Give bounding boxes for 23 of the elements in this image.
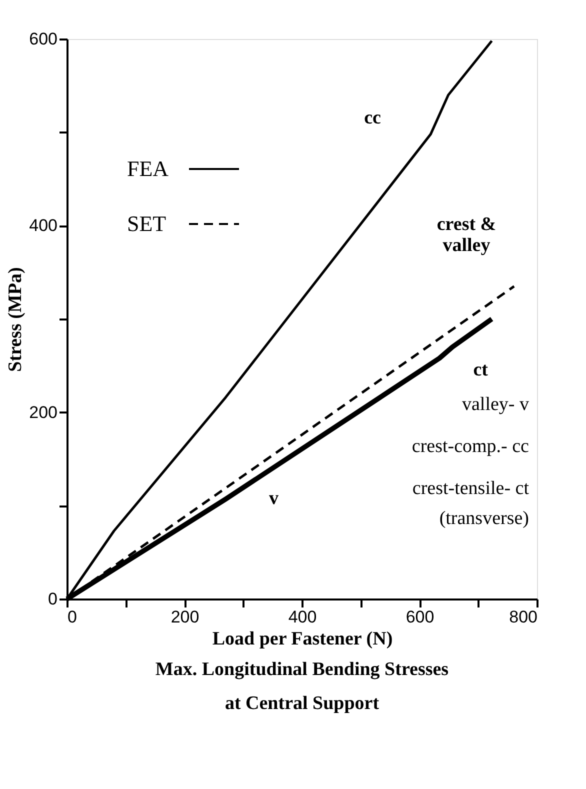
text: at Central Support [224, 693, 380, 714]
annotation: (transverse) [439, 508, 529, 529]
annotation: valley- v [462, 394, 530, 415]
x-axis-title: Load per Fastener (N) [212, 628, 393, 650]
x-tick-label: 600 [406, 608, 434, 626]
y-tick-label: 200 [29, 402, 58, 422]
annotation: ct [473, 359, 489, 380]
annotation: v [269, 488, 280, 510]
x-tick-label: 200 [170, 608, 200, 626]
annotation: crest & valley [436, 214, 496, 256]
annotation: crest-comp.- cc [412, 436, 529, 457]
x-tick-label: 0 [68, 608, 77, 626]
y-tick-label: 600 [29, 30, 58, 48]
text: Max. Longitudinal Bending Stresses [155, 659, 449, 680]
x-tick-label: 400 [288, 608, 317, 626]
annotation: cc [364, 107, 381, 128]
y-tick-label: 0 [48, 590, 58, 608]
y-tick-label: 400 [29, 216, 58, 236]
annotation: crest-tensile- ct [412, 478, 530, 499]
x-tick-label: 800 [509, 608, 538, 626]
legend-label: FEA [127, 156, 169, 181]
legend-label: SET [127, 211, 167, 236]
y-axis-title: Stress (MPa) [5, 267, 26, 372]
